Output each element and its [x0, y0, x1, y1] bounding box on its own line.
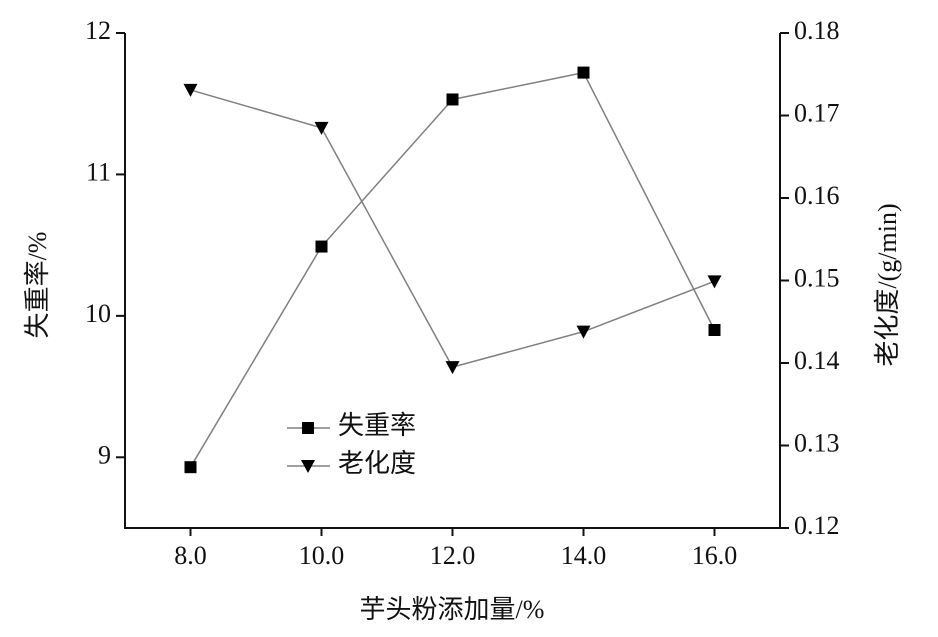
legend-marker: [301, 460, 315, 473]
y-axis-label: 失重率/%: [23, 232, 52, 339]
y2-axis-label: 老化度/(g/min): [873, 203, 902, 366]
marker: [184, 461, 197, 474]
y2-tick-label: 0.18: [794, 16, 840, 45]
x-tick-label: 10.0: [299, 541, 345, 570]
legend-label: 失重率: [338, 411, 416, 440]
y-tick-label: 12: [85, 16, 111, 45]
x-tick-label: 8.0: [174, 541, 207, 570]
marker: [708, 324, 721, 336]
marker: [445, 361, 460, 375]
legend-marker: [302, 422, 314, 434]
marker: [577, 66, 590, 79]
y2-tick-label: 0.13: [794, 428, 840, 457]
y2-tick-label: 0.14: [794, 346, 840, 375]
x-tick-label: 14.0: [561, 541, 607, 570]
series-line: [189, 71, 716, 468]
marker: [576, 325, 591, 339]
x-tick-label: 16.0: [692, 541, 738, 570]
series-line: [190, 89, 715, 369]
y2-tick-label: 0.16: [794, 181, 840, 210]
x-tick-label: 12.0: [430, 541, 476, 570]
y-tick-label: 11: [86, 157, 111, 186]
marker: [183, 83, 198, 97]
legend-label: 老化度: [338, 449, 416, 478]
y2-tick-label: 0.12: [794, 511, 840, 540]
marker: [315, 240, 328, 253]
y-tick-label: 9: [98, 440, 111, 469]
marker: [707, 275, 722, 289]
marker: [314, 121, 329, 135]
y2-tick-label: 0.17: [794, 98, 840, 127]
axis-frame: [124, 33, 781, 529]
y2-tick-label: 0.15: [794, 263, 840, 292]
x-axis-label: 芋头粉添加量/%: [360, 595, 545, 624]
marker: [446, 93, 459, 106]
y-tick-label: 10: [85, 299, 111, 328]
